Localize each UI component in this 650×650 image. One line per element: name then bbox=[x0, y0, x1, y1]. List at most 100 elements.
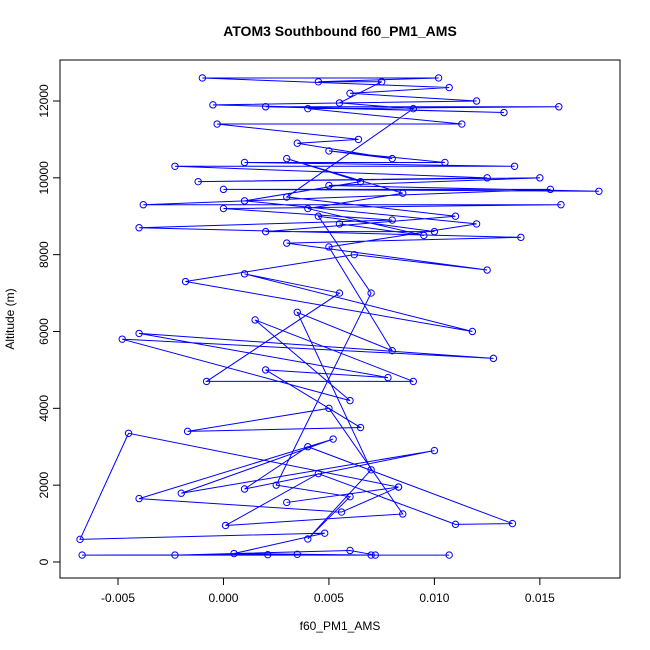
point bbox=[377, 78, 386, 86]
point bbox=[388, 216, 396, 224]
point bbox=[183, 427, 192, 436]
point bbox=[293, 308, 301, 316]
point bbox=[283, 498, 291, 507]
point bbox=[124, 429, 133, 437]
point bbox=[500, 108, 508, 117]
point bbox=[489, 354, 498, 363]
point bbox=[240, 485, 249, 493]
point bbox=[240, 158, 249, 167]
x-tick-label: 0.015 bbox=[525, 591, 555, 605]
y-tick-label: 8000 bbox=[37, 241, 51, 268]
point bbox=[261, 227, 270, 236]
point bbox=[325, 147, 333, 155]
point bbox=[181, 277, 190, 286]
point bbox=[325, 243, 333, 251]
point bbox=[371, 551, 380, 559]
point bbox=[472, 97, 481, 105]
point bbox=[321, 529, 329, 537]
point bbox=[517, 233, 525, 242]
point bbox=[409, 104, 417, 113]
x-tick-label: 0.005 bbox=[314, 591, 344, 605]
point bbox=[388, 154, 396, 163]
point bbox=[171, 162, 179, 170]
point bbox=[441, 158, 449, 167]
point bbox=[304, 104, 312, 113]
point bbox=[346, 396, 354, 405]
point bbox=[367, 551, 375, 559]
point bbox=[304, 204, 312, 213]
y-axis-label: Altitude (m) bbox=[3, 288, 17, 349]
point bbox=[325, 181, 333, 190]
point bbox=[430, 227, 439, 236]
point bbox=[314, 212, 323, 220]
point bbox=[346, 492, 354, 501]
point bbox=[546, 185, 555, 194]
point bbox=[135, 494, 143, 503]
point bbox=[510, 162, 519, 170]
point bbox=[367, 289, 375, 297]
point bbox=[219, 204, 228, 213]
point bbox=[472, 220, 481, 228]
point bbox=[76, 535, 84, 544]
x-tick-label: 0.000 bbox=[208, 591, 238, 605]
point bbox=[283, 239, 291, 247]
point bbox=[293, 550, 301, 558]
point bbox=[346, 89, 354, 98]
point bbox=[384, 373, 392, 382]
point bbox=[445, 83, 453, 92]
y-tick-label: 10000 bbox=[37, 161, 51, 195]
point bbox=[221, 521, 230, 530]
point bbox=[304, 535, 312, 543]
chart-title: ATOM3 Southbound f60_PM1_AMS bbox=[223, 23, 457, 39]
point bbox=[264, 550, 272, 559]
point bbox=[230, 549, 238, 558]
point bbox=[329, 435, 337, 443]
x-axis-label: f60_PM1_AMS bbox=[300, 619, 381, 633]
point bbox=[394, 483, 403, 491]
point bbox=[555, 103, 563, 111]
point bbox=[508, 519, 517, 528]
point bbox=[293, 139, 301, 147]
y-tick-label: 12000 bbox=[37, 84, 51, 118]
point bbox=[283, 154, 291, 163]
point bbox=[78, 551, 86, 559]
point bbox=[209, 101, 217, 109]
point bbox=[468, 327, 477, 336]
point bbox=[194, 177, 202, 186]
point bbox=[337, 508, 346, 516]
point bbox=[139, 201, 148, 209]
point bbox=[434, 74, 443, 82]
point bbox=[118, 335, 126, 343]
point bbox=[213, 120, 221, 128]
point bbox=[335, 220, 344, 228]
point bbox=[356, 423, 365, 432]
point bbox=[335, 99, 344, 107]
point bbox=[240, 270, 249, 278]
point bbox=[354, 135, 363, 144]
point bbox=[135, 329, 143, 338]
point bbox=[350, 250, 358, 259]
point bbox=[399, 189, 407, 197]
y-tick-label: 6000 bbox=[37, 318, 51, 345]
point bbox=[356, 177, 365, 186]
point bbox=[314, 78, 323, 86]
x-tick-label: 0.010 bbox=[419, 591, 449, 605]
point bbox=[483, 266, 491, 274]
y-tick-label: 2000 bbox=[37, 471, 51, 498]
point bbox=[202, 377, 211, 386]
point bbox=[251, 316, 259, 324]
series-line bbox=[79, 77, 599, 556]
y-tick-label: 0 bbox=[37, 558, 51, 565]
point bbox=[314, 469, 323, 478]
point bbox=[325, 404, 333, 413]
point bbox=[483, 174, 491, 182]
y-tick-label: 4000 bbox=[37, 395, 51, 422]
point bbox=[445, 551, 453, 559]
point bbox=[240, 197, 249, 205]
point bbox=[272, 481, 280, 489]
point bbox=[595, 187, 603, 195]
point bbox=[430, 446, 439, 455]
point bbox=[219, 185, 228, 194]
